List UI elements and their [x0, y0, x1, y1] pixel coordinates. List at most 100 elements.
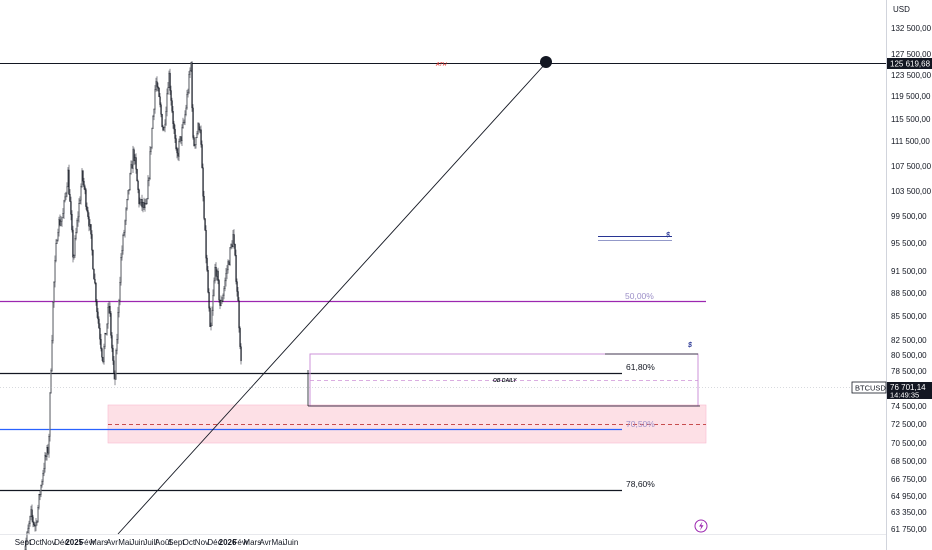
candle-body — [165, 111, 167, 125]
candle-body — [101, 348, 103, 358]
month-tick-label: Oct — [183, 538, 196, 547]
candle-body — [166, 93, 168, 112]
candle-body — [137, 180, 139, 190]
candle-body — [111, 335, 113, 349]
candle-body — [216, 270, 218, 277]
candle-body — [67, 169, 69, 187]
candle-body — [229, 247, 231, 265]
candle-body — [47, 447, 49, 454]
candle-body — [190, 62, 192, 71]
candle-body — [119, 282, 121, 301]
candle-body — [129, 173, 131, 190]
month-tick-label: Juill — [143, 538, 157, 547]
candle-body — [112, 347, 114, 361]
candle-body — [118, 300, 120, 313]
candle-body — [59, 219, 61, 226]
price-tick-label: 119 500,00 — [891, 92, 931, 101]
candle-body — [182, 122, 184, 128]
candle-body — [150, 146, 152, 152]
candle-body — [44, 455, 46, 469]
candle-body — [84, 186, 86, 191]
candle-body — [86, 206, 88, 211]
svg-text:125 619,68: 125 619,68 — [890, 60, 931, 69]
candle-body — [189, 70, 191, 75]
candle-body — [33, 522, 35, 526]
candle-body — [143, 202, 145, 208]
candle-body — [49, 392, 51, 437]
price-tick-label: 99 500,00 — [891, 212, 927, 221]
candle-body — [144, 203, 146, 208]
candle-body — [172, 111, 174, 124]
candle-body — [41, 481, 43, 486]
fib-618-label: 61,80% — [626, 362, 655, 372]
candle-body — [65, 192, 67, 197]
candle-body — [89, 224, 91, 227]
trend-line[interactable] — [117, 62, 547, 535]
candle-body — [83, 181, 85, 187]
candle-body — [158, 87, 160, 97]
month-tick-label: Juin — [130, 538, 145, 547]
candle-body — [46, 447, 48, 457]
candle-body — [107, 307, 109, 325]
candle-body — [185, 107, 187, 115]
candle-body — [43, 468, 45, 474]
month-tick-label: Nov — [195, 538, 209, 547]
candle-body — [128, 189, 130, 191]
candle-body — [225, 273, 227, 282]
candle-body — [127, 190, 129, 200]
lightning-icon[interactable] — [694, 519, 708, 533]
candle-body — [177, 152, 179, 157]
price-tick-label: 80 500,00 — [891, 351, 927, 360]
candle-body — [163, 127, 165, 131]
candle-body — [88, 216, 90, 227]
candle-body — [178, 141, 180, 157]
candle-body — [34, 524, 36, 527]
candles-group — [24, 61, 242, 550]
currency-label: USD — [893, 5, 910, 14]
candle-body — [31, 509, 33, 518]
candle-body — [212, 295, 214, 311]
candle-body — [56, 240, 58, 244]
price-tick-label: 103 500,00 — [891, 187, 932, 196]
month-tick-label: Mai — [118, 538, 131, 547]
candle-body — [93, 268, 95, 280]
candle-body — [114, 373, 116, 380]
candle-body — [126, 199, 128, 210]
candle-body — [141, 199, 143, 208]
price-tick-label: 74 500,00 — [891, 402, 927, 411]
candle-body — [149, 151, 151, 179]
candle-body — [29, 516, 31, 524]
candle-body — [109, 306, 111, 314]
candle-body — [188, 74, 190, 93]
price-tick-label: 66 750,00 — [891, 475, 927, 484]
candle-body — [135, 157, 137, 170]
candle-body — [76, 220, 78, 233]
candle-body — [234, 243, 236, 256]
candle-body — [236, 281, 238, 292]
candle-body — [160, 104, 162, 115]
candle-body — [122, 234, 124, 251]
candle-body — [167, 87, 169, 94]
month-tick-label: Oct — [29, 538, 42, 547]
candle-body — [79, 199, 81, 204]
price-tick-label: 61 750,00 — [891, 525, 927, 534]
candle-body — [115, 350, 117, 380]
candle-body — [110, 313, 112, 336]
fib-500-label: 50,00% — [625, 291, 654, 301]
candle-body — [187, 92, 189, 95]
ath-marker[interactable] — [540, 56, 552, 68]
month-tick-label: Sept — [15, 538, 32, 547]
fib-786-label: 78,60% — [626, 479, 655, 489]
candle-body — [35, 522, 37, 527]
demand-zone[interactable] — [107, 404, 707, 444]
candle-body — [53, 281, 55, 303]
dollar-mark-bottom: $ — [687, 342, 692, 349]
candle-body — [155, 81, 157, 90]
price-scale[interactable]: USD 132 500,00 127 500,00 123 500,00 119 50… — [886, 0, 932, 550]
candle-body — [180, 136, 182, 141]
candle-body — [85, 189, 87, 207]
candle-body — [27, 528, 29, 533]
candle-body — [104, 333, 106, 347]
